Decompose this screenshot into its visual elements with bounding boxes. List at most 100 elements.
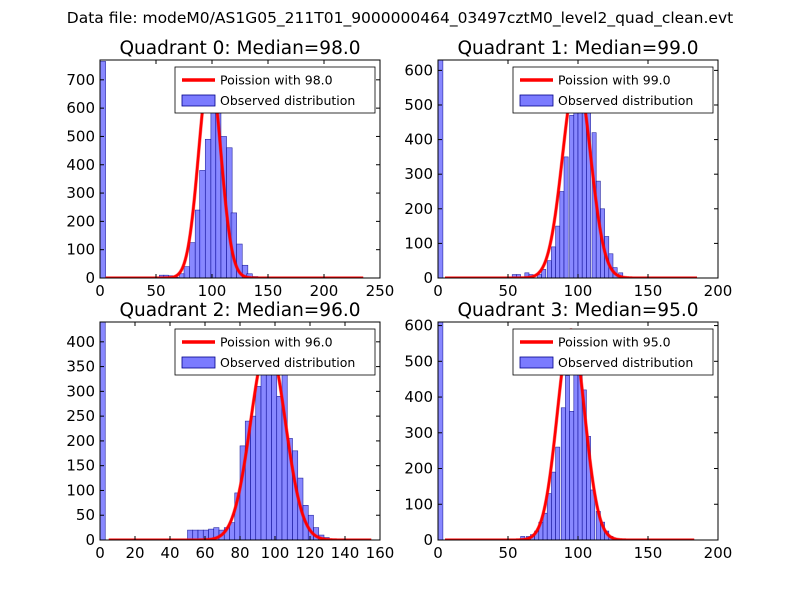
quadrant-2-xtick-label-3: 60	[195, 544, 214, 562]
quadrant-0-ytick-label-1: 100	[66, 241, 95, 259]
quadrant-3-bar-7	[546, 493, 552, 540]
quadrant-0-chart: 0 50 100 150 200 250 0 100 200 300 400 500 600 700 Qua…	[66, 38, 394, 300]
quadrant-2-ytick-label-5: 250	[66, 407, 95, 425]
quadrant-2-legend-poisson-label: Poission with 96.0	[220, 335, 333, 350]
quadrant-2-bar-0	[100, 322, 106, 540]
quadrant-3-bar-10	[560, 407, 566, 540]
quadrant-0-ytick-label-6: 600	[66, 99, 95, 117]
quadrant-1-xtick-label-2: 100	[564, 282, 593, 300]
quadrant-3-ytick-label-4: 400	[404, 388, 433, 406]
quadrant-0-axes-frame	[99, 59, 381, 279]
quadrant-3-legend: Poission with 95.0 Observed distribution	[512, 328, 714, 376]
quadrant-1-ytick-label-1: 100	[404, 234, 433, 252]
quadrant-1-ytick-label-4: 400	[404, 131, 433, 149]
quadrant-3-xtick-label-1: 50	[498, 544, 517, 562]
quadrant-2-title: Quadrant 2: Median=96.0	[119, 300, 360, 321]
quadrant-2-ytick-label-7: 350	[66, 358, 95, 376]
quadrant-1-xtick-label-3: 150	[634, 282, 663, 300]
quadrant-1-bar-7	[546, 260, 552, 278]
quadrant-0-xtick-label-4: 200	[310, 282, 339, 300]
quadrant-0-ytick-label-5: 500	[66, 127, 95, 145]
quadrant-2-legend: Poission with 96.0 Observed distribution	[174, 328, 376, 376]
quadrant-1-bar-6	[541, 269, 547, 278]
quadrant-3-xtick-label-4: 200	[704, 544, 733, 562]
quadrant-1-bar-14	[577, 87, 583, 278]
quadrant-2-xtick-label-7: 140	[331, 544, 360, 562]
quadrant-0-ytick-label-2: 200	[66, 212, 95, 230]
quadrant-0-xtick-label-3: 150	[254, 282, 283, 300]
quadrant-2-xtick-label-6: 120	[296, 544, 325, 562]
quadrant-1-bar-8	[551, 246, 556, 278]
quadrant-1-xtick-label-0: 0	[433, 282, 443, 300]
quadrant-1-ytick-label-5: 500	[404, 96, 433, 114]
quadrant-2-xtick-label-0: 0	[95, 544, 105, 562]
quadrant-2-bar-17	[271, 371, 278, 540]
quadrant-2-xtick-label-2: 40	[160, 544, 179, 562]
quadrant-2-xtick-label-1: 20	[125, 544, 144, 562]
quadrant-1-bar-15	[581, 104, 587, 278]
quadrant-3-bar-12	[569, 411, 575, 540]
quadrant-0-ytick-label-4: 400	[66, 156, 95, 174]
quadrant-3-ytick-label-0: 0	[423, 531, 433, 549]
quadrant-0-bar-7	[189, 242, 196, 278]
quadrant-2-bar-13	[250, 415, 257, 540]
quadrant-3-bar-9	[555, 446, 561, 540]
quadrant-3-xtick-label-0: 0	[433, 544, 443, 562]
quadrant-2-bar-15	[260, 366, 267, 540]
quadrant-2-legend-observed-swatch	[181, 356, 216, 369]
quadrant-3-legend-poisson-label: Poission with 95.0	[558, 335, 671, 350]
quadrant-2-ytick-label-4: 200	[66, 432, 95, 450]
quadrant-0-xtick-label-5: 250	[366, 282, 395, 300]
quadrant-0-legend-poisson-label: Poission with 98.0	[220, 73, 333, 88]
quadrant-3-ytick-label-5: 500	[404, 352, 433, 370]
quadrant-2-bar-18	[276, 396, 283, 540]
quadrant-0-xtick-label-0: 0	[95, 282, 105, 300]
quadrant-1-bar-9	[555, 225, 561, 278]
quadrant-1-chart: 0 50 100 150 200 0 100 200 300 400 500 600 Quadrant …	[404, 38, 732, 300]
figure-suptitle: Data file: modeM0/AS1G05_211T01_90000004…	[66, 9, 734, 27]
quadrant-2-legend-observed-label: Observed distribution	[220, 355, 355, 370]
quadrant-1-ytick-label-2: 200	[404, 200, 433, 218]
quadrant-0-legend-observed-swatch	[181, 94, 216, 107]
quadrant-1-ytick-label-3: 300	[404, 165, 433, 183]
quadrant-3-chart: 0 50 100 150 200 0 100 200 300 400 500 600 Quadrant …	[404, 300, 732, 562]
quadrant-1-legend-poisson-label: Poission with 99.0	[558, 73, 671, 88]
quadrant-3-xtick-label-2: 100	[564, 544, 593, 562]
quadrant-3-bar-0	[438, 322, 444, 540]
quadrant-0-xtick-label-2: 100	[198, 282, 227, 300]
quadrant-2-ytick-label-0: 0	[85, 531, 95, 549]
quadrant-1-legend-observed-label: Observed distribution	[558, 93, 693, 108]
quadrant-1-bar-12	[569, 115, 575, 278]
quadrant-1-bar-0	[438, 60, 444, 278]
quadrant-1-bar-10	[559, 191, 565, 278]
quadrant-0-bar-10	[204, 138, 212, 278]
quadrant-0-ytick-label-0: 0	[85, 269, 95, 287]
quadrant-0-bar-9	[199, 170, 206, 278]
quadrant-0-legend-observed-label: Observed distribution	[220, 93, 355, 108]
quadrant-0-title: Quadrant 0: Median=98.0	[119, 38, 360, 59]
quadrant-0-xtick-label-1: 50	[146, 282, 165, 300]
quadrant-0-bar-0	[100, 61, 106, 278]
quadrant-2-xtick-label-4: 80	[230, 544, 249, 562]
quadrant-3-ytick-label-6: 600	[404, 317, 433, 335]
quadrant-3-legend-observed-swatch	[519, 356, 554, 369]
quadrant-3-ytick-label-2: 200	[404, 460, 433, 478]
quadrant-3-bar-8	[551, 471, 556, 540]
quadrant-1-title: Quadrant 1: Median=99.0	[457, 38, 698, 59]
quadrant-1-bar-11	[563, 156, 569, 278]
quadrant-2-xtick-label-5: 100	[261, 544, 290, 562]
quadrant-3-ytick-label-1: 100	[404, 495, 433, 513]
quadrant-1-legend: Poission with 99.0 Observed distribution	[512, 66, 714, 114]
quadrant-0-legend: Poission with 98.0 Observed distribution	[174, 66, 376, 114]
quadrant-1-ytick-label-6: 600	[404, 61, 433, 79]
quadrant-1-ytick-label-0: 0	[423, 269, 433, 287]
quadrant-2-ytick-label-6: 300	[66, 382, 95, 400]
quadrant-3-bar-11	[565, 375, 570, 540]
quadrant-3-title: Quadrant 3: Median=95.0	[457, 300, 698, 321]
quadrant-2-bar-16	[265, 363, 272, 540]
quadrant-0-ytick-label-3: 300	[66, 184, 95, 202]
quadrant-0-poisson-curve	[104, 68, 364, 278]
quadrant-1-legend-observed-swatch	[519, 94, 554, 107]
